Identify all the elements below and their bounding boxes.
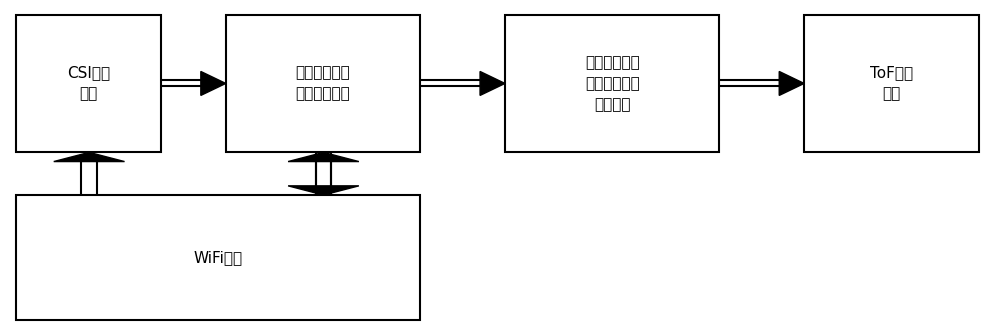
Bar — [804, 15, 979, 152]
Bar — [505, 15, 719, 152]
Polygon shape — [779, 71, 804, 95]
Text: CSI提取
模块: CSI提取 模块 — [67, 66, 110, 101]
Bar — [226, 15, 420, 152]
Bar — [16, 195, 420, 320]
Polygon shape — [480, 71, 505, 95]
Polygon shape — [288, 152, 359, 162]
Text: WiFi模块: WiFi模块 — [194, 250, 243, 265]
Bar — [16, 15, 161, 152]
Polygon shape — [54, 152, 125, 162]
Polygon shape — [288, 186, 359, 195]
Text: 相位提取与子
载波相位误差
消除模块: 相位提取与子 载波相位误差 消除模块 — [585, 55, 640, 112]
Text: ToF测距
模块: ToF测距 模块 — [870, 66, 913, 101]
Polygon shape — [201, 71, 226, 95]
Text: 设备传输相位
误差消除模块: 设备传输相位 误差消除模块 — [296, 66, 350, 101]
